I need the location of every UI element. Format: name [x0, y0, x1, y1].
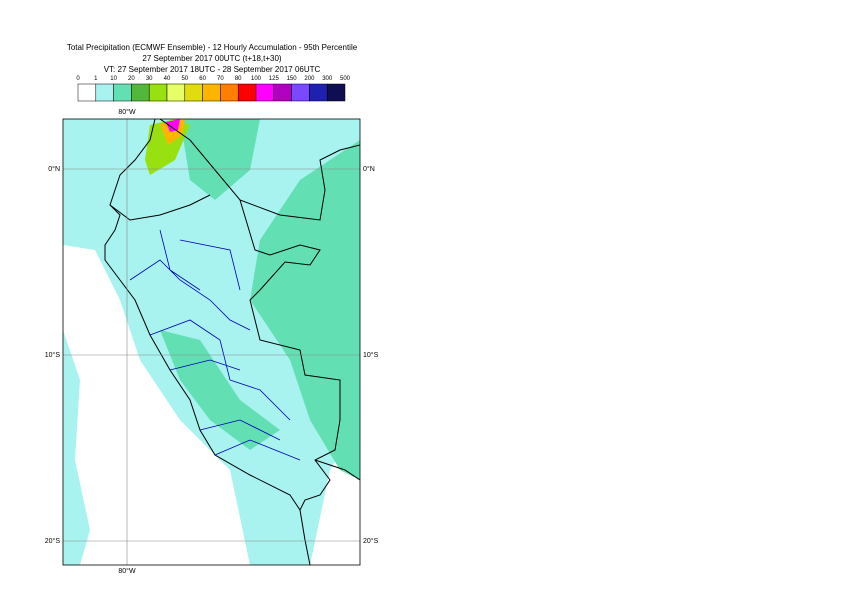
colorbar-label: 100 — [251, 76, 262, 82]
colorbar-label: 300 — [322, 76, 333, 82]
colorbar-swatch — [309, 83, 328, 102]
precip-moderate — [250, 140, 360, 480]
colorbar-swatch — [326, 83, 346, 102]
colorbar-swatch — [291, 83, 310, 102]
lat-label: 0°N — [48, 165, 60, 173]
colorbar-swatch — [131, 83, 150, 102]
colorbar-swatch — [220, 83, 239, 102]
colorbar-label: 50 — [181, 76, 188, 82]
colorbar-swatch — [148, 83, 168, 102]
colorbar-label: 20 — [128, 76, 135, 82]
lon-label: 80°W — [118, 567, 136, 575]
title: Total Precipitation (ECMWF Ensemble) - 1… — [67, 43, 358, 52]
precip-light — [63, 119, 110, 190]
precip-moderate — [160, 330, 280, 450]
lon-label: 80°W — [118, 108, 136, 116]
colorbar: 0 1 10 20 30 40 50 60 70 80 100 125 150 200 300 500 — [76, 76, 351, 102]
lat-label: 10°S — [363, 351, 379, 359]
colorbar-swatch — [166, 83, 186, 102]
colorbar-label: 30 — [146, 76, 153, 82]
precip-extreme — [166, 119, 180, 132]
colorbar-label: 60 — [199, 76, 206, 82]
coastline — [104, 119, 311, 565]
map-frame — [62, 118, 361, 566]
colorbar-swatch — [95, 83, 114, 102]
colorbar-label: 150 — [287, 76, 298, 82]
colorbar-label: 70 — [217, 76, 224, 82]
colorbar-label: 40 — [164, 76, 171, 82]
colorbar-label: 10 — [110, 76, 117, 82]
colorbar-label: 1 — [94, 76, 98, 82]
colorbar-label: 125 — [269, 76, 280, 82]
lat-label: 10°S — [45, 351, 61, 359]
colorbar-swatch — [202, 83, 221, 102]
lat-label: 20°S — [363, 537, 379, 545]
colorbar-swatch — [237, 83, 257, 102]
valid-time: VT: 27 September 2017 18UTC - 28 Septemb… — [104, 65, 321, 74]
precip-moderate — [180, 119, 260, 200]
colorbar-swatch — [113, 83, 132, 102]
colorbar-label: 200 — [304, 76, 315, 82]
colorbar-label: 500 — [340, 76, 351, 82]
lat-label: 20°S — [45, 537, 61, 545]
colorbar-label: 0 — [76, 76, 80, 82]
colorbar-label: 80 — [235, 76, 242, 82]
colorbar-swatch — [273, 83, 292, 102]
country-borders — [109, 119, 360, 511]
lat-label: 0°N — [363, 165, 375, 173]
map — [63, 119, 360, 565]
region-borders — [129, 229, 301, 461]
precip-light — [63, 330, 90, 565]
subtitle: 27 September 2017 00UTC (t+18,t+30) — [142, 54, 282, 63]
colorbar-swatch — [77, 83, 97, 102]
colorbar-swatch — [184, 83, 203, 102]
colorbar-swatch — [255, 83, 275, 102]
lat-labels: 0°N 10°S 20°S 0°N 10°S 20°S — [45, 165, 379, 545]
